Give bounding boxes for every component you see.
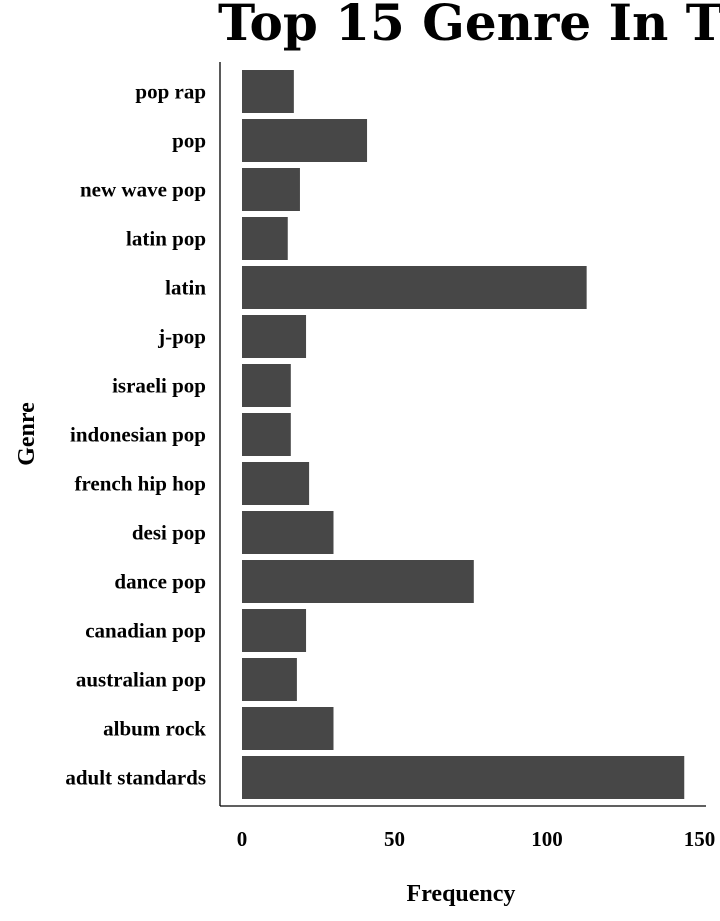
- y-tick-label: new wave pop: [80, 178, 206, 202]
- bar-indonesian-pop: [242, 413, 291, 456]
- y-tick-label: j-pop: [157, 325, 206, 349]
- y-tick-labels: adult standards album rock australian pop c…: [65, 80, 206, 790]
- y-tick-label: pop: [172, 129, 206, 153]
- x-tick-label: 0: [237, 827, 248, 851]
- y-tick-label: french hip hop: [75, 472, 207, 496]
- chart-title: Top 15 Genre In The World: [218, 0, 720, 52]
- y-tick-label: desi pop: [132, 521, 206, 545]
- y-tick-label: latin: [165, 276, 206, 300]
- bar-pop: [242, 119, 368, 162]
- bar-canadian-pop: [242, 609, 307, 652]
- bars-group: [242, 70, 685, 799]
- y-axis-label: Genre: [14, 402, 40, 466]
- x-tick-labels: 0 50 100 150: [237, 827, 716, 851]
- x-tick-label: 100: [531, 827, 563, 851]
- y-tick-label: indonesian pop: [70, 423, 206, 447]
- x-tick-label: 50: [384, 827, 405, 851]
- bar-new-wave-pop: [242, 168, 300, 211]
- y-tick-label: pop rap: [135, 80, 206, 104]
- y-tick-label: dance pop: [114, 570, 206, 594]
- y-tick-label: canadian pop: [85, 619, 206, 643]
- y-tick-label: latin pop: [126, 227, 206, 251]
- bar-album-rock: [242, 707, 334, 750]
- x-tick-label: 150: [684, 827, 716, 851]
- bar-dance-pop: [242, 560, 474, 603]
- y-tick-label: adult standards: [65, 766, 206, 790]
- y-tick-label: album rock: [103, 717, 206, 741]
- bar-j-pop: [242, 315, 307, 358]
- bar-adult-standards: [242, 756, 685, 799]
- bar-latin-pop: [242, 217, 288, 260]
- bar-latin: [242, 266, 587, 309]
- y-tick-label: israeli pop: [112, 374, 206, 398]
- x-axis-label: Frequency: [407, 881, 516, 907]
- bar-israeli-pop: [242, 364, 291, 407]
- bar-australian-pop: [242, 658, 297, 701]
- bar-pop-rap: [242, 70, 294, 113]
- bar-desi-pop: [242, 511, 334, 554]
- bar-french-hip-hop: [242, 462, 310, 505]
- y-tick-label: australian pop: [76, 668, 206, 692]
